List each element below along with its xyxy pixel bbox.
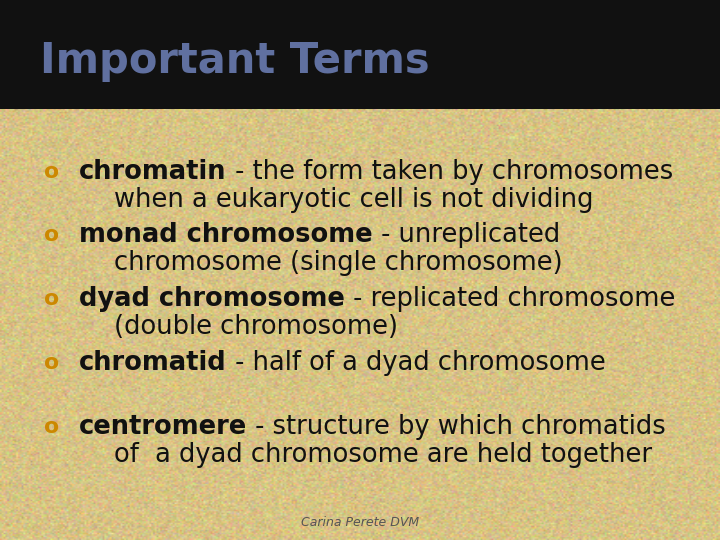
Text: Important Terms: Important Terms — [40, 40, 429, 82]
Text: - unreplicated: - unreplicated — [373, 222, 560, 248]
Text: o: o — [44, 225, 60, 245]
Text: chromatid: chromatid — [79, 350, 227, 376]
Text: centromere: centromere — [79, 414, 248, 440]
Text: monad chromosome: monad chromosome — [79, 222, 373, 248]
Text: - the form taken by chromosomes: - the form taken by chromosomes — [227, 159, 673, 185]
Text: o: o — [44, 289, 60, 309]
Text: o: o — [44, 353, 60, 373]
Text: Carina Perete DVM: Carina Perete DVM — [301, 516, 419, 529]
Text: o: o — [44, 161, 60, 181]
Text: chromatin: chromatin — [79, 159, 227, 185]
Text: chromosome (single chromosome): chromosome (single chromosome) — [114, 251, 562, 276]
Text: - half of a dyad chromosome: - half of a dyad chromosome — [227, 350, 606, 376]
Text: of  a dyad chromosome are held together: of a dyad chromosome are held together — [114, 442, 652, 468]
Text: o: o — [44, 417, 60, 437]
Text: (double chromosome): (double chromosome) — [114, 314, 397, 340]
Text: dyad chromosome: dyad chromosome — [79, 286, 345, 312]
Text: when a eukaryotic cell is not dividing: when a eukaryotic cell is not dividing — [114, 187, 593, 213]
Text: - structure by which chromatids: - structure by which chromatids — [248, 414, 666, 440]
Text: - replicated chromosome: - replicated chromosome — [345, 286, 675, 312]
